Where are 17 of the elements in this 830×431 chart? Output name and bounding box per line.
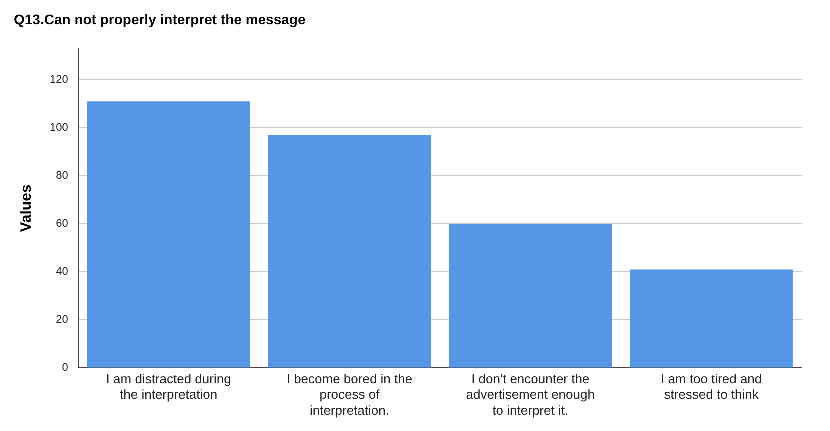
y-tick-label: 120 [50, 74, 68, 86]
y-tick-label: 40 [56, 266, 68, 278]
x-tick-label: I don't encounter the advertisement enough to interpret it. [466, 372, 595, 418]
y-tick-label: 20 [56, 314, 68, 326]
x-tick-label: I am distracted during the interpretation [106, 372, 232, 402]
y-tick-label: 0 [62, 362, 68, 374]
y-tick-label: 80 [56, 170, 68, 182]
bar [87, 102, 250, 368]
y-tick-label: 100 [50, 122, 68, 134]
bar [630, 270, 793, 368]
x-tick-label: I become bored in the process of interpretation. [286, 372, 413, 418]
y-axis-title: Values [18, 184, 36, 232]
chart-title: Q13.Can not properly interpret the message [14, 11, 306, 28]
bar [268, 135, 432, 368]
y-tick-label: 60 [56, 218, 68, 230]
bar [449, 224, 612, 368]
x-tick-label: I am too tired and stressed to think [660, 372, 762, 402]
